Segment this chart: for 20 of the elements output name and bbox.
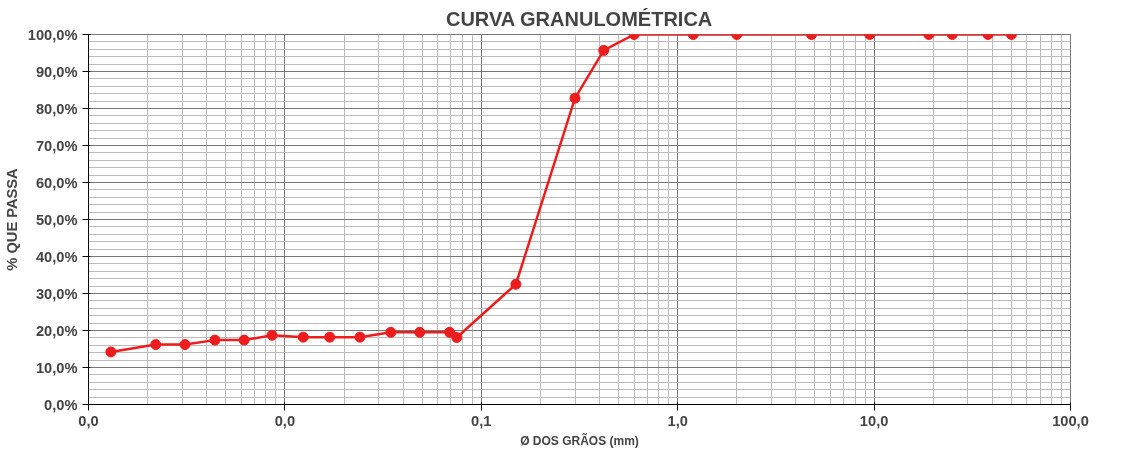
y-tick-label: 20,0% <box>35 322 78 339</box>
y-tick-label: 30,0% <box>35 285 78 302</box>
x-tick-label: 0,0 <box>78 412 99 429</box>
y-axis-title: % QUE PASSA <box>3 167 20 271</box>
y-tick-label: 50,0% <box>35 211 78 228</box>
x-tick-label: 0,1 <box>471 412 492 429</box>
x-tick-label: 1,0 <box>667 412 688 429</box>
x-tick-label: 10,0 <box>859 412 889 429</box>
y-tick-label: 40,0% <box>35 248 78 265</box>
y-tick-label: 90,0% <box>35 63 78 80</box>
y-tick-label: 100,0% <box>27 26 78 43</box>
y-tick-label: 70,0% <box>35 137 78 154</box>
x-axis-title: Ø DOS GRÃOS (mm) <box>520 432 639 448</box>
y-tick-label: 60,0% <box>35 174 78 191</box>
y-tick-label: 0,0% <box>44 396 78 413</box>
x-tick-label: 100,0 <box>1052 412 1089 429</box>
x-tick-label: 0,0 <box>274 412 296 429</box>
y-tick-label: 10,0% <box>35 359 78 376</box>
chart-title: CURVA GRANULOMÉTRICA <box>445 7 713 30</box>
y-tick-label: 80,0% <box>35 100 78 117</box>
